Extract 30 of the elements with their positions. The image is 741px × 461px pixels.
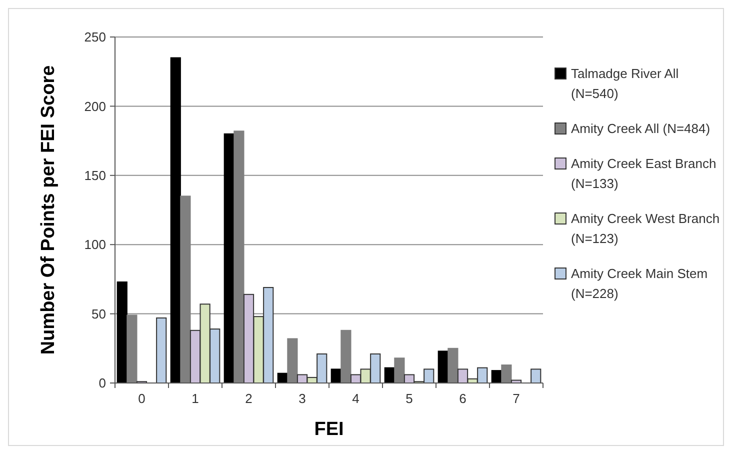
y-tick-label: 200 xyxy=(84,98,106,114)
bar xyxy=(530,368,542,384)
bar xyxy=(170,57,181,384)
x-axis-title: FEI xyxy=(314,419,344,440)
x-tick-label: 1 xyxy=(192,391,199,406)
x-tick-label: 3 xyxy=(298,391,306,406)
x-tick-label: 7 xyxy=(512,391,520,406)
x-tick-label: 5 xyxy=(406,391,413,406)
legend-label: Talmadge River All (N=540) xyxy=(571,66,679,101)
legend-label: Amity Creek East Branch (N=133) xyxy=(571,156,716,191)
x-tick-label: 4 xyxy=(352,391,360,406)
y-tick-label: 250 xyxy=(84,30,106,45)
x-tick-label: 2 xyxy=(245,391,252,406)
legend-label: Amity Creek West Branch (N=123) xyxy=(571,211,720,246)
bar xyxy=(448,348,458,384)
bar xyxy=(287,338,298,384)
bar xyxy=(501,364,512,384)
bar xyxy=(394,358,405,384)
y-tick-label: 50 xyxy=(92,306,106,322)
y-tick-label: 100 xyxy=(84,237,106,252)
legend-label: Amity Creek Main Stem (N=228) xyxy=(571,266,708,301)
legend-label: Amity Creek All (N=484) xyxy=(571,121,710,136)
y-tick-label: 150 xyxy=(84,168,106,183)
bar xyxy=(116,281,128,384)
bar xyxy=(340,330,352,384)
bar xyxy=(156,317,167,384)
x-tick-label: 0 xyxy=(138,391,146,406)
y-tick-label: 0 xyxy=(98,376,106,391)
x-tick-label: 6 xyxy=(459,391,466,406)
y-axis-title: Number Of Points per FEI Score xyxy=(38,65,59,355)
